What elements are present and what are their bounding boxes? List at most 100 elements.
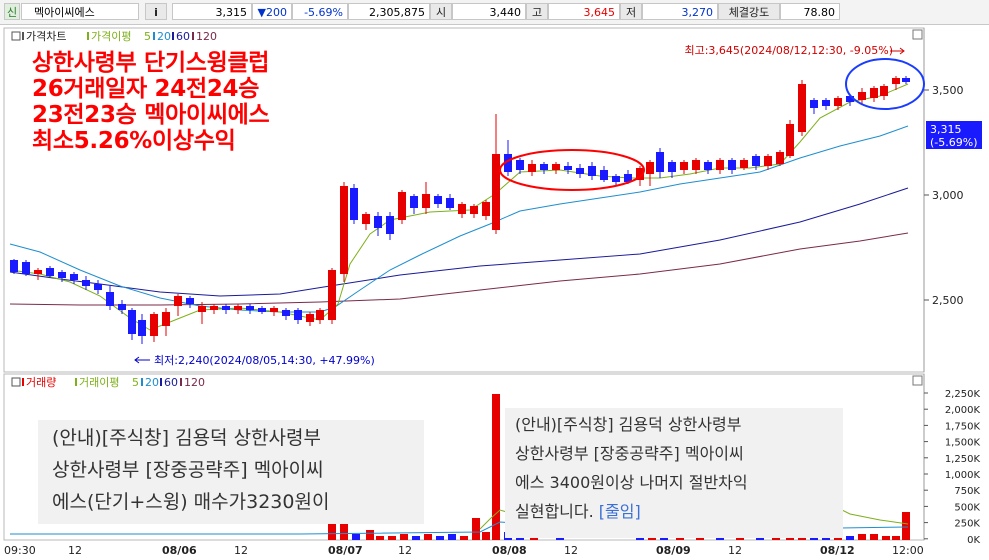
candle (786, 120, 794, 158)
price-ma120-line (9, 232, 909, 306)
candle (22, 260, 30, 276)
x-axis-label: 08/09 (656, 544, 691, 557)
candle (362, 212, 370, 230)
high-price-annotation: 최고:3,645(2024/08/12,12:30, -9.05%) (684, 44, 893, 57)
candle (880, 84, 888, 100)
candle (740, 158, 748, 170)
volume-bar (556, 536, 564, 540)
candle (612, 174, 620, 186)
promo-line-1: 상한사령부 단기스윙클럽 (32, 50, 270, 76)
volume-bar (492, 394, 500, 540)
candle (162, 308, 170, 336)
volume-ma60-legend: 60 (164, 376, 178, 389)
candle (258, 306, 266, 314)
candle (186, 296, 194, 308)
candle (588, 162, 596, 180)
price-panel-menu-icon[interactable] (11, 31, 21, 41)
stock-name-field[interactable]: 멕아이씨에스 (21, 3, 139, 20)
stock-info-bar: 신 멕아이씨에스 i 3,315 ▼200 -5.69% 2,305,875 시… (0, 0, 989, 25)
volume-panel-menu-icon[interactable] (11, 377, 21, 387)
candle (680, 160, 688, 174)
volume-bar (366, 530, 374, 540)
candle (564, 162, 572, 174)
volume-panel-maximize-button[interactable] (912, 375, 923, 386)
candle (94, 280, 102, 294)
candle (270, 306, 278, 316)
volume-legend: 거래량 거래이평 5 20 60 120 (11, 376, 205, 389)
recent-high-highlight-circle (845, 58, 925, 110)
price-ma5-legend: 5 (144, 30, 151, 43)
volume-bar (892, 536, 900, 540)
info-button[interactable]: i (145, 3, 167, 20)
volume-bar (516, 536, 524, 540)
candle (434, 194, 442, 208)
candle (892, 76, 900, 90)
candle (106, 286, 114, 310)
notice-box-right: (안내)[주식창] 김용덕 상한사령부 상한사령부 [장중공략주] 멕아이씨 에… (505, 408, 843, 538)
candle (328, 268, 336, 324)
current-price: 3,315 (172, 3, 252, 20)
candlestick-series (10, 76, 910, 344)
market-icon: 신 (4, 3, 20, 20)
volume-tick-label: 1,500K (945, 438, 981, 449)
volume-ma20-legend: 20 (145, 376, 159, 389)
volume-bar (810, 536, 818, 540)
price-ma-label: 가격이평 (91, 30, 131, 43)
candle (798, 80, 806, 136)
candle (198, 302, 206, 324)
promo-line-2: 26거래일자 24전24승 (32, 76, 260, 102)
volume-tick-label: 500K (954, 502, 980, 513)
price-legend: 가격차트 가격이평 5 20 60 120 (11, 30, 217, 43)
volume-bar (376, 536, 384, 540)
candle (492, 114, 500, 234)
volume-tick-label: 1,750K (945, 421, 981, 432)
candle (306, 312, 314, 326)
volume-tick-label: 1,000K (945, 470, 981, 481)
low-price: 3,270 (642, 3, 718, 20)
price-tick-3000: 3,000 (932, 189, 964, 202)
strength-label: 체결강도 (718, 3, 780, 20)
candle (82, 276, 90, 290)
price-ma-marker-icon (87, 32, 89, 40)
candle (810, 98, 818, 114)
candle (222, 304, 230, 314)
price-panel-maximize-button[interactable] (912, 29, 923, 40)
open-price: 3,440 (452, 3, 526, 20)
volume-bar (482, 532, 490, 540)
volume-bar (846, 536, 854, 540)
notice-left-line-3: 에스(단기+스윙) 매수가3230원이 (52, 491, 330, 513)
x-axis-label: 12 (234, 544, 248, 557)
volume-bar (870, 534, 878, 540)
current-price-tag (926, 121, 982, 149)
candle (210, 304, 218, 314)
candle (858, 88, 866, 104)
volume-tick-label: 1,250K (945, 454, 981, 465)
candle (576, 164, 584, 178)
volume-bar (352, 534, 360, 540)
candle (386, 212, 394, 240)
volume-y-axis: 2,250K 2,000K 1,750K 1,500K 1,250K 1,000K 750K… (924, 389, 980, 546)
promo-text-block: 상한사령부 단기스윙클럽 26거래일자 24전24승 23전23승 멕아이씨에스… (32, 50, 270, 154)
candle (150, 312, 158, 342)
candle (764, 154, 772, 170)
price-ma120-legend: 120 (196, 30, 217, 43)
candle (446, 194, 454, 210)
candle (340, 182, 348, 282)
volume-bar (696, 536, 704, 540)
volume-ma-label: 거래이평 (79, 376, 119, 389)
price-ma60-line (9, 187, 909, 297)
volume-bar (882, 536, 890, 540)
volume-panel-title: 거래량 (26, 376, 56, 389)
promo-line-4: 최소5.26%이상수익 (32, 128, 236, 154)
candle (752, 154, 760, 170)
notice-right-line-1: (안내)[주식창] 김용덕 상한사령부 (515, 415, 742, 434)
notice-right-line-2: 상한사령부 [장중공략주] 멕아이씨 (515, 444, 744, 463)
notice-expand-link[interactable]: [줄임] (598, 502, 641, 521)
candle (822, 98, 830, 110)
volume-tick-label: 750K (954, 486, 980, 497)
price-tick-2500: 2,500 (932, 294, 964, 307)
x-axis-label: 12 (728, 544, 742, 557)
volume-bar (460, 536, 468, 540)
volume-bar (388, 536, 396, 540)
candle (174, 294, 182, 316)
